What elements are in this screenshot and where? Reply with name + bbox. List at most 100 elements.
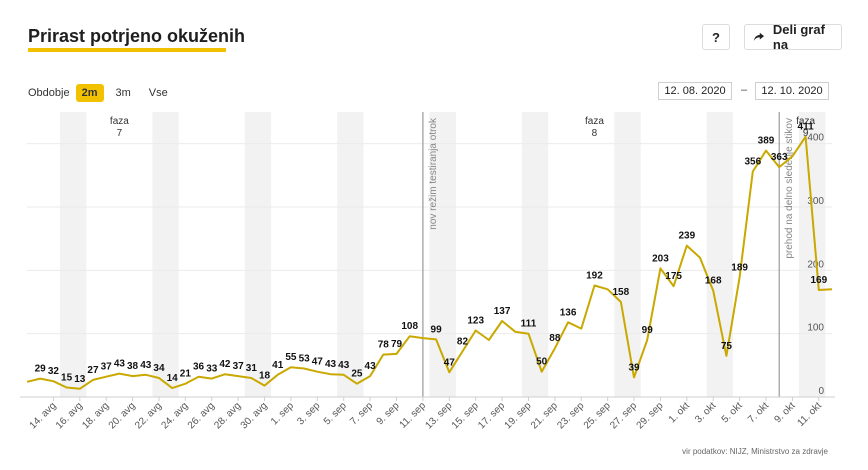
x-tick-label: 19. sep [503, 400, 534, 431]
data-label: 137 [494, 306, 511, 317]
data-label: 21 [180, 369, 192, 380]
data-label: 169 [810, 275, 827, 286]
data-label: 33 [206, 364, 218, 375]
phase-number: 9 [803, 128, 809, 139]
phase-number: 7 [117, 128, 123, 139]
data-label: 108 [401, 321, 418, 332]
period-label: Obdobje [28, 87, 70, 99]
page-title: Prirast potrjeno okuženih [28, 26, 246, 46]
data-label: 50 [536, 357, 548, 368]
x-tick-label: 3. sep [295, 400, 322, 427]
phase-label: faza [585, 116, 604, 127]
data-label: 18 [259, 371, 271, 382]
phase-number: 8 [592, 128, 598, 139]
data-label: 15 [61, 373, 73, 384]
x-tick-label: 15. sep [450, 400, 481, 431]
weekend-band [429, 112, 456, 397]
period-2m-button[interactable]: 2m [75, 84, 104, 102]
data-label: 75 [721, 341, 733, 352]
event-marker-label: nov režim testiranja otrok [428, 117, 439, 230]
data-label: 99 [431, 324, 443, 335]
data-label: 78 [378, 340, 390, 351]
weekend-band [614, 112, 641, 397]
data-label: 43 [338, 360, 350, 371]
data-label: 29 [35, 364, 47, 375]
weekend-band [799, 112, 826, 397]
data-label: 363 [771, 152, 788, 163]
x-tick-label: 3. okt [693, 400, 718, 425]
x-tick-label: 23. sep [555, 400, 586, 431]
data-label: 111 [521, 319, 537, 330]
weekend-band [244, 112, 272, 397]
data-label: 31 [246, 363, 258, 374]
data-label: 32 [48, 366, 60, 377]
x-tick-label: 30. avg [239, 400, 270, 431]
data-label: 47 [312, 357, 324, 368]
data-label: 43 [365, 361, 377, 372]
x-tick-label: 26. avg [186, 400, 217, 431]
share-button[interactable]: Deli graf na [744, 22, 842, 52]
date-from-input[interactable]: 12. 08. 2020 [658, 82, 732, 100]
x-tick-label: 9. okt [772, 400, 797, 425]
data-label: 411 [798, 122, 815, 133]
x-tick-label: 24. avg [160, 400, 191, 431]
x-tick-label: 11. okt [795, 400, 824, 429]
x-tick-label: 11. sep [398, 400, 429, 431]
data-label: 13 [74, 374, 86, 385]
data-label: 158 [613, 287, 630, 298]
data-label: 41 [272, 360, 284, 371]
data-label: 36 [193, 362, 205, 373]
period-all-button[interactable]: Vse [148, 87, 168, 99]
date-to-input[interactable]: 12. 10. 2020 [755, 82, 829, 100]
data-label: 82 [457, 336, 469, 347]
data-label: 79 [391, 339, 403, 350]
data-label: 175 [665, 271, 682, 282]
help-button[interactable]: ? [702, 24, 730, 50]
phase-label: faza [796, 116, 815, 127]
x-tick-label: 13. sep [423, 400, 454, 431]
data-label: 43 [140, 360, 152, 371]
x-tick-label: 28. avg [212, 400, 243, 431]
share-button-label: Deli graf na [772, 22, 825, 52]
phase-label: faza [110, 116, 129, 127]
x-tick-label: 1. okt [667, 400, 692, 425]
x-tick-label: 20. avg [107, 400, 138, 431]
y-tick-label: 400 [807, 133, 824, 144]
event-marker-label: prehod na delno sledenje stikov [784, 118, 795, 259]
data-label: 42 [219, 359, 231, 370]
x-tick-label: 1. sep [269, 400, 296, 427]
data-label: 123 [467, 316, 484, 327]
data-label: 34 [153, 363, 165, 374]
weekend-band [521, 112, 549, 397]
x-tick-label: 5. okt [720, 400, 745, 425]
data-label: 37 [101, 362, 113, 373]
share-arrow-icon [753, 32, 765, 41]
weekend-band [59, 112, 87, 397]
data-label: 356 [744, 157, 761, 168]
data-label: 47 [444, 357, 456, 368]
weekend-band [337, 112, 364, 397]
weekend-band [706, 112, 734, 397]
period-selector: Obdobje 2m 3m Vse [28, 84, 174, 102]
x-tick-label: 29. sep [635, 400, 666, 431]
title-underline [28, 48, 226, 52]
date-separator: – [741, 84, 748, 96]
x-tick-label: 21. sep [529, 400, 560, 431]
y-tick-label: 100 [807, 323, 824, 334]
data-label: 14 [167, 373, 179, 384]
data-label: 239 [678, 231, 695, 242]
x-tick-label: 16. avg [54, 400, 85, 431]
x-tick-label: 7. sep [348, 400, 375, 427]
x-tick-label: 7. okt [746, 400, 771, 425]
data-label: 55 [285, 352, 297, 363]
data-label: 203 [652, 253, 669, 264]
period-3m-button[interactable]: 3m [115, 87, 131, 99]
data-label: 192 [586, 271, 603, 282]
data-label: 37 [233, 361, 245, 372]
y-tick-label: 300 [807, 196, 824, 207]
data-label: 189 [731, 262, 748, 273]
x-tick-label: 17. sep [476, 400, 507, 431]
data-label: 168 [705, 276, 722, 287]
data-label: 39 [628, 362, 640, 373]
